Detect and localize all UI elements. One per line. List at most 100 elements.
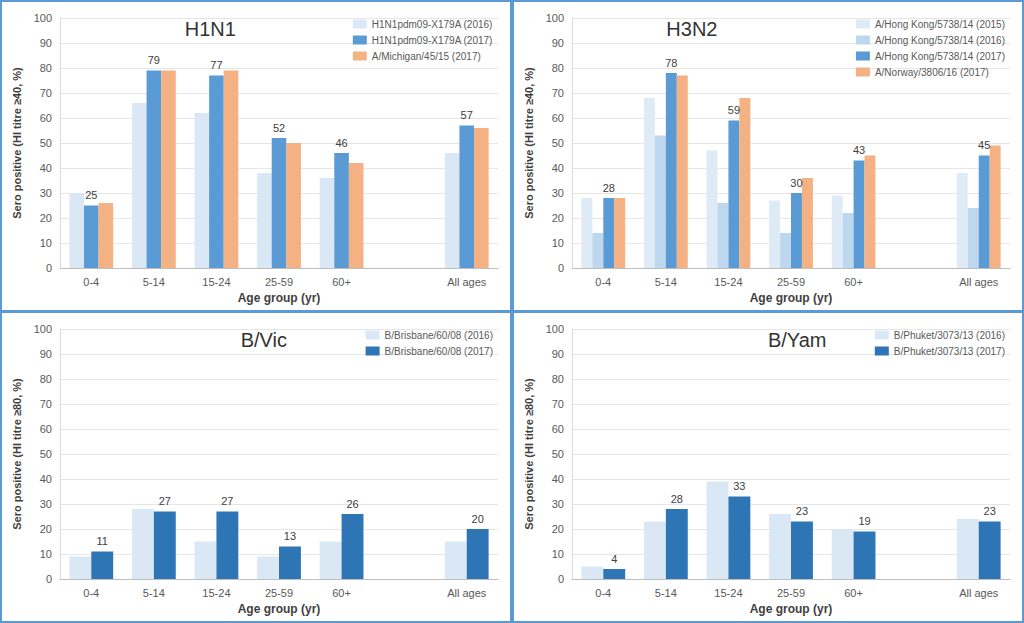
- svg-text:25-59: 25-59: [777, 587, 805, 599]
- svg-text:77: 77: [210, 59, 222, 71]
- svg-text:80: 80: [552, 373, 564, 385]
- svg-text:40: 40: [552, 162, 564, 174]
- svg-text:H1N1pdm09-X179A (2016): H1N1pdm09-X179A (2016): [372, 19, 493, 30]
- svg-text:0: 0: [46, 573, 52, 585]
- svg-text:19: 19: [858, 515, 870, 527]
- svg-text:60: 60: [552, 112, 564, 124]
- svg-text:11: 11: [97, 535, 108, 547]
- svg-text:60: 60: [40, 423, 52, 435]
- svg-text:60+: 60+: [332, 587, 351, 599]
- svg-text:All ages: All ages: [959, 276, 999, 288]
- svg-text:43: 43: [853, 144, 865, 156]
- svg-text:0-4: 0-4: [595, 276, 611, 288]
- svg-text:100: 100: [34, 323, 52, 335]
- svg-text:30: 30: [552, 187, 564, 199]
- svg-text:60+: 60+: [844, 587, 863, 599]
- svg-text:B/Brisbane/60/08 (2017): B/Brisbane/60/08 (2017): [385, 346, 493, 357]
- svg-text:0: 0: [558, 262, 564, 274]
- svg-text:80: 80: [552, 62, 564, 74]
- svg-text:40: 40: [40, 473, 52, 485]
- svg-text:5-14: 5-14: [143, 276, 165, 288]
- svg-text:27: 27: [221, 495, 233, 507]
- svg-text:33: 33: [733, 480, 745, 492]
- svg-text:A/Hong Kong/5738/14 (2016): A/Hong Kong/5738/14 (2016): [875, 35, 1005, 46]
- svg-text:23: 23: [796, 505, 808, 517]
- svg-text:25: 25: [85, 189, 97, 201]
- svg-text:60: 60: [40, 112, 52, 124]
- svg-text:30: 30: [790, 177, 802, 189]
- svg-text:100: 100: [546, 12, 564, 24]
- svg-text:10: 10: [40, 548, 52, 560]
- svg-text:46: 46: [335, 137, 347, 149]
- svg-text:A/Norway/3806/16 (2017): A/Norway/3806/16 (2017): [875, 67, 989, 78]
- svg-text:30: 30: [552, 498, 564, 510]
- svg-text:70: 70: [40, 87, 52, 99]
- svg-text:52: 52: [273, 122, 285, 134]
- svg-text:60+: 60+: [332, 276, 351, 288]
- svg-text:25-59: 25-59: [777, 276, 805, 288]
- svg-text:10: 10: [40, 237, 52, 249]
- svg-text:100: 100: [546, 323, 564, 335]
- svg-text:26: 26: [346, 498, 358, 510]
- svg-text:0: 0: [46, 262, 52, 274]
- svg-text:45: 45: [978, 139, 990, 151]
- svg-text:Sero positive (HI titre ≥80, %: Sero positive (HI titre ≥80, %): [11, 378, 23, 530]
- svg-text:40: 40: [552, 473, 564, 485]
- svg-text:25-59: 25-59: [265, 276, 293, 288]
- svg-text:59: 59: [728, 104, 740, 116]
- svg-text:28: 28: [671, 493, 683, 505]
- svg-text:B/Vic: B/Vic: [241, 329, 287, 351]
- svg-text:15-24: 15-24: [202, 276, 230, 288]
- svg-text:B/Phuket/3073/13 (2017): B/Phuket/3073/13 (2017): [894, 346, 1005, 357]
- svg-text:70: 70: [40, 398, 52, 410]
- svg-text:10: 10: [552, 548, 564, 560]
- svg-text:25-59: 25-59: [265, 587, 293, 599]
- svg-text:Sero positive (HI titre ≥40, %: Sero positive (HI titre ≥40, %): [11, 67, 23, 219]
- svg-text:H1N1: H1N1: [185, 18, 236, 40]
- svg-text:20: 20: [552, 212, 564, 224]
- svg-text:90: 90: [552, 37, 564, 49]
- svg-text:0-4: 0-4: [83, 276, 99, 288]
- svg-text:13: 13: [284, 530, 296, 542]
- svg-text:20: 20: [40, 212, 52, 224]
- svg-text:30: 30: [40, 187, 52, 199]
- svg-text:All ages: All ages: [447, 276, 487, 288]
- svg-text:20: 20: [472, 513, 484, 525]
- svg-text:15-24: 15-24: [714, 276, 742, 288]
- svg-text:B/Brisbane/60/08 (2016): B/Brisbane/60/08 (2016): [385, 330, 493, 341]
- svg-text:B/Phuket/3073/13 (2016): B/Phuket/3073/13 (2016): [894, 330, 1005, 341]
- svg-text:20: 20: [552, 523, 564, 535]
- svg-text:Age group (yr): Age group (yr): [750, 602, 833, 616]
- svg-text:10: 10: [552, 237, 564, 249]
- svg-text:Age group (yr): Age group (yr): [238, 602, 321, 616]
- svg-text:15-24: 15-24: [202, 587, 230, 599]
- svg-text:50: 50: [552, 448, 564, 460]
- svg-text:50: 50: [40, 137, 52, 149]
- svg-text:0: 0: [558, 573, 564, 585]
- svg-text:Age group (yr): Age group (yr): [750, 291, 833, 305]
- svg-text:28: 28: [603, 182, 615, 194]
- svg-text:All ages: All ages: [447, 587, 487, 599]
- svg-text:80: 80: [40, 62, 52, 74]
- svg-text:40: 40: [40, 162, 52, 174]
- svg-text:H1N1pdm09-X179A (2017): H1N1pdm09-X179A (2017): [372, 35, 493, 46]
- svg-text:50: 50: [552, 137, 564, 149]
- svg-text:100: 100: [34, 12, 52, 24]
- svg-text:70: 70: [552, 398, 564, 410]
- svg-text:4: 4: [611, 553, 617, 565]
- svg-text:60+: 60+: [844, 276, 863, 288]
- svg-text:5-14: 5-14: [143, 587, 165, 599]
- svg-text:0-4: 0-4: [83, 587, 99, 599]
- svg-text:20: 20: [40, 523, 52, 535]
- svg-text:70: 70: [552, 87, 564, 99]
- svg-text:Age group (yr): Age group (yr): [238, 291, 321, 305]
- svg-text:A/Michigan/45/15 (2017): A/Michigan/45/15 (2017): [372, 51, 481, 62]
- svg-text:15-24: 15-24: [714, 587, 742, 599]
- svg-text:80: 80: [40, 373, 52, 385]
- svg-text:0-4: 0-4: [595, 587, 611, 599]
- svg-text:All ages: All ages: [959, 587, 999, 599]
- svg-text:79: 79: [148, 54, 160, 66]
- svg-text:H3N2: H3N2: [666, 18, 717, 40]
- svg-text:A/Hong Kong/5738/14 (2017): A/Hong Kong/5738/14 (2017): [875, 51, 1005, 62]
- svg-text:5-14: 5-14: [655, 587, 677, 599]
